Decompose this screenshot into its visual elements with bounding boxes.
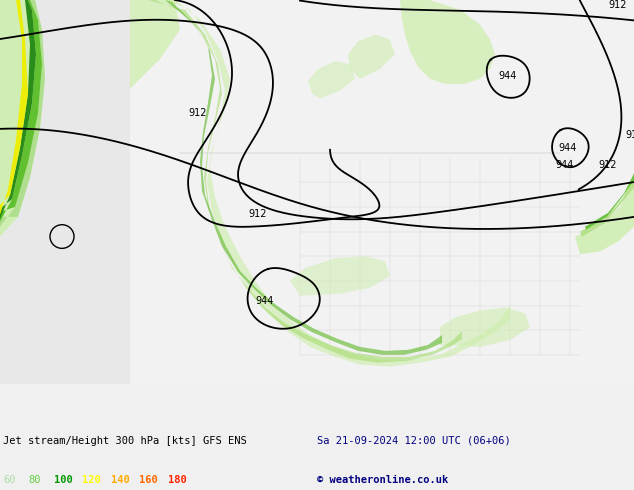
Text: 912: 912: [608, 0, 626, 10]
Polygon shape: [0, 0, 45, 237]
Polygon shape: [308, 61, 355, 98]
Text: 944: 944: [498, 71, 516, 81]
Polygon shape: [0, 0, 634, 434]
Polygon shape: [580, 177, 634, 237]
Polygon shape: [570, 0, 634, 434]
Polygon shape: [585, 173, 634, 230]
Text: 140: 140: [111, 475, 130, 485]
Polygon shape: [0, 384, 634, 434]
Text: Jet stream/Height 300 hPa [kts] GFS ENS: Jet stream/Height 300 hPa [kts] GFS ENS: [3, 436, 247, 446]
Text: 60: 60: [3, 475, 16, 485]
Polygon shape: [0, 0, 36, 219]
Polygon shape: [0, 0, 45, 227]
Polygon shape: [0, 0, 130, 434]
Polygon shape: [348, 34, 395, 79]
Text: © weatheronline.co.uk: © weatheronline.co.uk: [317, 475, 448, 485]
Text: 912: 912: [598, 160, 616, 170]
Polygon shape: [0, 0, 28, 215]
Text: 912: 912: [248, 209, 266, 219]
Text: 912: 912: [188, 108, 207, 118]
Text: 944: 944: [555, 160, 573, 170]
Polygon shape: [165, 0, 442, 355]
Text: 160: 160: [139, 475, 158, 485]
Text: 120: 120: [82, 475, 101, 485]
Text: 944: 944: [558, 143, 576, 153]
Polygon shape: [130, 0, 634, 434]
Text: 912: 912: [625, 130, 634, 140]
Polygon shape: [130, 0, 510, 367]
Polygon shape: [440, 308, 530, 347]
Text: 80: 80: [29, 475, 41, 485]
Polygon shape: [0, 0, 28, 177]
Polygon shape: [400, 0, 495, 84]
Polygon shape: [575, 182, 634, 254]
Polygon shape: [130, 0, 180, 89]
Polygon shape: [148, 0, 462, 363]
Text: 180: 180: [168, 475, 187, 485]
Text: 944: 944: [255, 295, 273, 306]
Text: Sa 21-09-2024 12:00 UTC (06+06): Sa 21-09-2024 12:00 UTC (06+06): [317, 436, 511, 446]
Polygon shape: [0, 0, 42, 222]
Polygon shape: [290, 256, 390, 295]
Text: 100: 100: [54, 475, 73, 485]
